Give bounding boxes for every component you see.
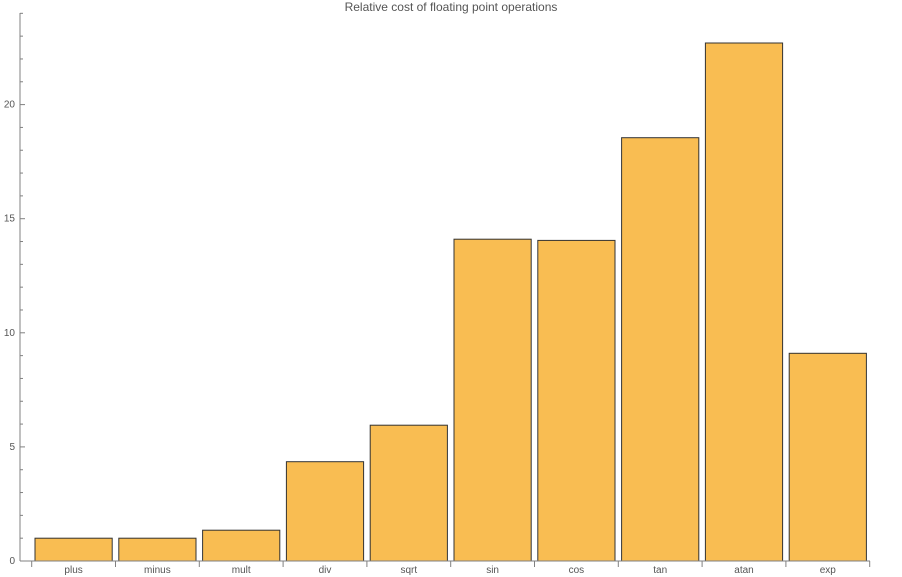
x-tick-label-plus: plus [64, 565, 82, 576]
x-tick-label-exp: exp [820, 565, 837, 576]
chart-title: Relative cost of floating point operatio… [345, 0, 558, 14]
x-tick-label-sin: sin [486, 565, 499, 576]
x-tick-label-div: div [319, 565, 332, 576]
x-tick-label-minus: minus [144, 565, 171, 576]
bar-minus [118, 537, 197, 562]
y-tick-label: 5 [9, 442, 15, 453]
x-ticks-group: plus minus mult div sqrt sin cos tan atan exp [31, 561, 871, 576]
y-tick-label: 15 [4, 214, 16, 225]
bars-group [34, 42, 867, 562]
bar-mult [202, 529, 281, 562]
bar-div [285, 461, 365, 562]
bar-tan [621, 137, 700, 562]
bar-cos [537, 239, 616, 562]
bar-sqrt [369, 424, 448, 562]
x-tick-label-tan: tan [653, 565, 667, 576]
bar-sin [453, 238, 532, 562]
y-tick-label: 10 [4, 328, 16, 339]
bar-plus [34, 537, 113, 562]
x-tick-label-sqrt: sqrt [400, 565, 417, 576]
y-tick-label: 20 [4, 100, 16, 111]
bar-exp [788, 352, 867, 562]
bar-atan [704, 42, 784, 562]
x-tick-label-cos: cos [569, 565, 585, 576]
x-tick-label-atan: atan [734, 565, 753, 576]
y-tick-label: 0 [9, 556, 15, 567]
y-ticks-group: 0 5 10 15 20 [4, 12, 25, 567]
x-tick-label-mult: mult [232, 565, 251, 576]
